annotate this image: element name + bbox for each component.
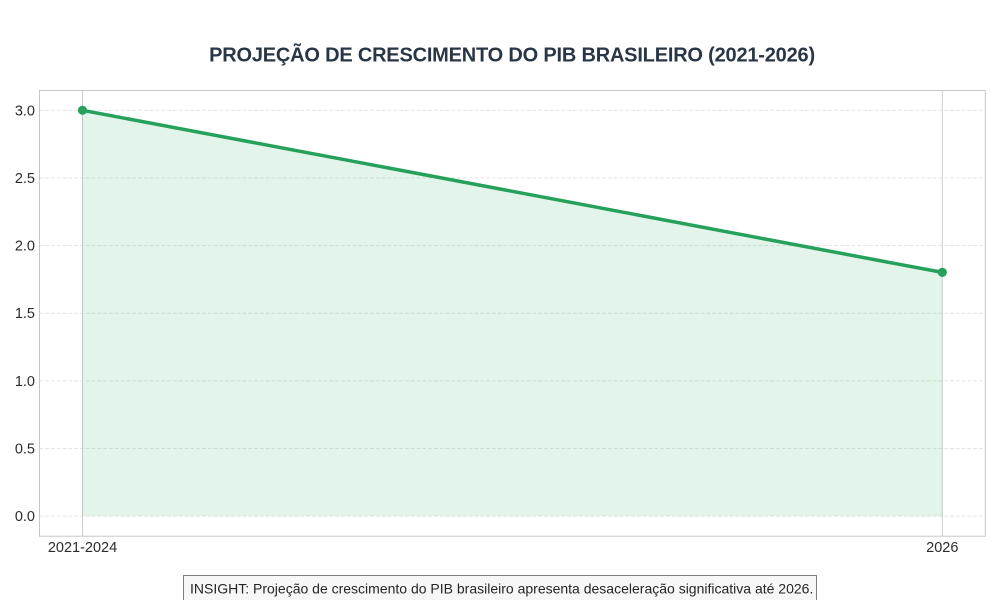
svg-text:0.0: 0.0 bbox=[15, 509, 35, 525]
svg-text:2021-2024: 2021-2024 bbox=[48, 540, 117, 556]
svg-text:1.5: 1.5 bbox=[15, 306, 35, 322]
svg-text:3.0: 3.0 bbox=[15, 103, 35, 119]
svg-text:2026: 2026 bbox=[926, 540, 958, 556]
svg-text:2.0: 2.0 bbox=[15, 239, 35, 255]
svg-text:0.5: 0.5 bbox=[15, 442, 35, 458]
svg-text:PROJEÇÃO DE CRESCIMENTO DO PIB: PROJEÇÃO DE CRESCIMENTO DO PIB BRASILEIR… bbox=[209, 44, 815, 67]
svg-text:2.5: 2.5 bbox=[15, 171, 35, 187]
svg-text:1.0: 1.0 bbox=[15, 374, 35, 390]
svg-text:INSIGHT: Projeção de crescimen: INSIGHT: Projeção de crescimento do PIB … bbox=[190, 581, 813, 597]
